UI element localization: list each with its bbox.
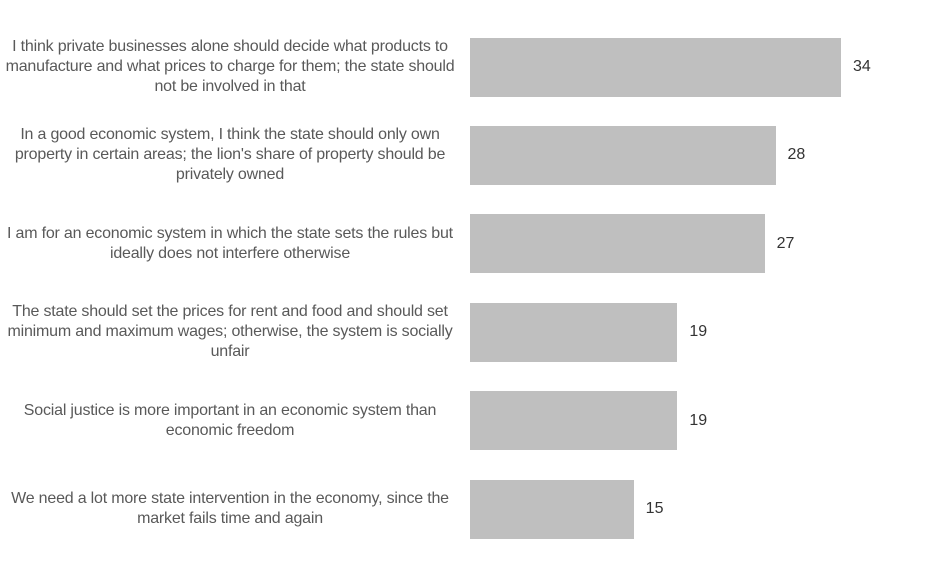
value-label: 28: [787, 146, 806, 164]
category-label: In a good economic system, I think the s…: [14, 126, 446, 184]
category-label: Social justice is more important in an e…: [23, 401, 437, 439]
bar: [470, 302, 678, 362]
value-label: 19: [689, 323, 708, 341]
value-label: 15: [645, 500, 664, 517]
category-label: I think private businesses alone should …: [5, 38, 455, 95]
bar: [470, 214, 765, 274]
bar: [470, 37, 841, 97]
value-label: 27: [776, 234, 795, 252]
value-label: 34: [853, 58, 871, 75]
bar: [470, 479, 634, 539]
category-label: The state should set the prices for rent…: [7, 303, 453, 361]
category-label: We need a lot more state intervention in…: [11, 490, 449, 527]
value-label: 19: [689, 411, 708, 429]
bar: [470, 391, 678, 451]
category-label: I am for an economic system in which the…: [7, 224, 453, 262]
bar: [470, 125, 776, 185]
